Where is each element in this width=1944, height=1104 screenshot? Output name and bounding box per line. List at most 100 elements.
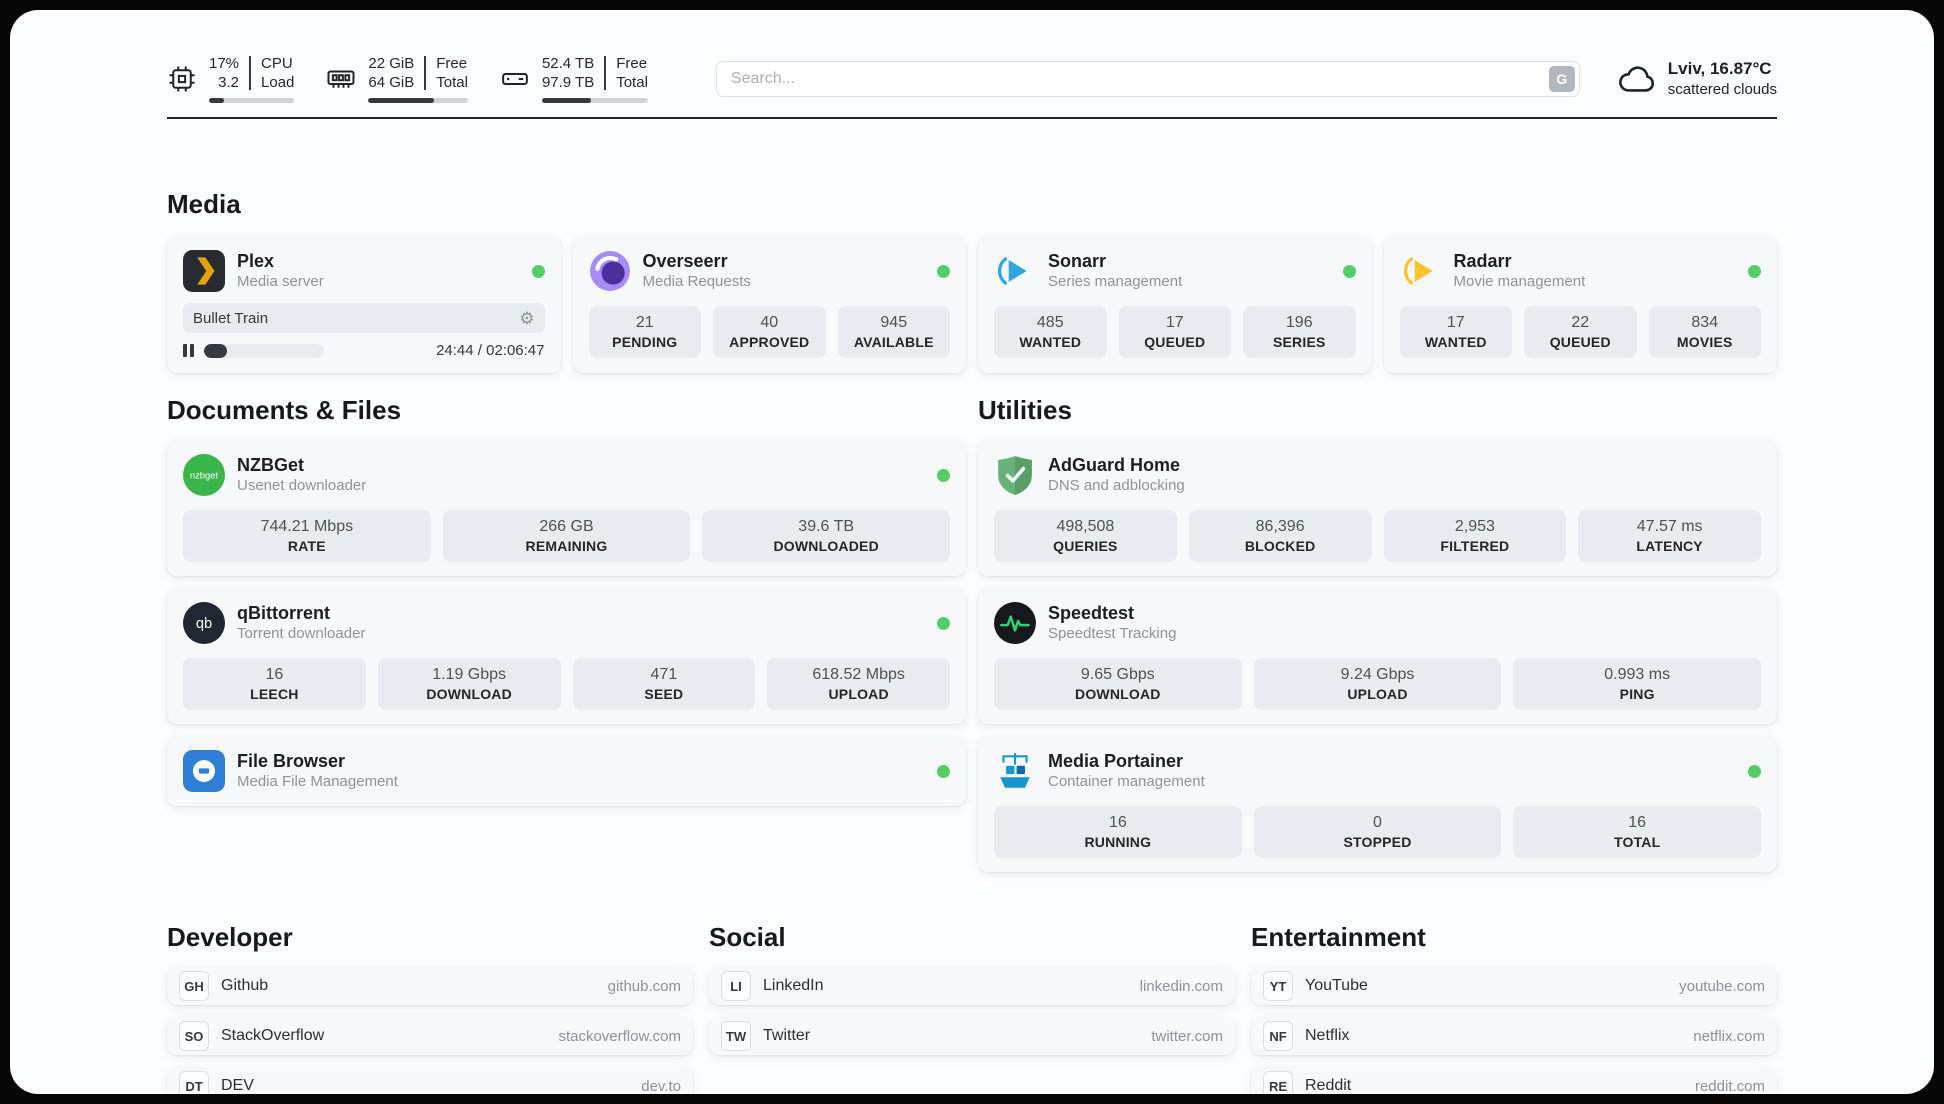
middle-columns: Documents & Files nzbget NZBGet Usenet d… bbox=[167, 373, 1777, 884]
app-name: File Browser bbox=[237, 751, 346, 771]
ram-progress-fill bbox=[368, 98, 435, 103]
app-desc: Container management bbox=[1048, 773, 1205, 790]
stat-value: 16 bbox=[265, 666, 284, 683]
search-input[interactable] bbox=[715, 60, 1580, 97]
status-online-dot bbox=[937, 616, 950, 630]
disk-total-value: 97.9 TB bbox=[541, 74, 595, 91]
pause-icon[interactable] bbox=[183, 344, 194, 357]
stat-value: 485 bbox=[1036, 314, 1064, 331]
bookmark-badge: TW bbox=[721, 1021, 751, 1051]
stat-label: WANTED bbox=[1019, 334, 1082, 350]
search-engine-button[interactable]: G bbox=[1548, 65, 1575, 92]
stat-series: 196 SERIES bbox=[1243, 306, 1356, 358]
ram-label-1: Free bbox=[436, 55, 468, 72]
bookmark-url: twitter.com bbox=[1151, 1027, 1223, 1045]
stat-value: 1.19 Gbps bbox=[432, 666, 507, 683]
stat-value: 471 bbox=[650, 666, 678, 683]
bookmark-badge: DT bbox=[179, 1071, 209, 1094]
adguard-icon bbox=[994, 454, 1036, 496]
stat-queued: 22 QUEUED bbox=[1524, 306, 1637, 358]
bookmark-name: Netflix bbox=[1305, 1027, 1350, 1044]
stat-label: AVAILABLE bbox=[853, 334, 934, 350]
section-title-social: Social bbox=[709, 922, 786, 952]
weather-condition: scattered clouds bbox=[1667, 81, 1777, 98]
bookmark-name: YouTube bbox=[1305, 977, 1368, 994]
stat-rate: 744.21 Mbps RATE bbox=[183, 510, 431, 562]
ram-progress-bar bbox=[368, 98, 468, 103]
dashboard-page: 17% 3.2 CPU Load bbox=[10, 10, 1934, 1094]
portainer-card[interactable]: Media Portainer Container management 16 … bbox=[978, 736, 1777, 872]
plex-icon bbox=[183, 250, 225, 292]
status-online-dot bbox=[531, 264, 545, 278]
stat-queued: 17 QUEUED bbox=[1118, 306, 1231, 358]
bookmark-name: LinkedIn bbox=[763, 977, 824, 994]
bookmark-url: dev.to bbox=[641, 1077, 681, 1095]
now-playing-bar: Bullet Train ⚙ bbox=[183, 303, 545, 333]
nzbget-card[interactable]: nzbget NZBGet Usenet downloader 744.21 M… bbox=[167, 440, 966, 576]
bookmark-netflix[interactable]: NF Netflix netflix.com bbox=[1251, 1017, 1777, 1055]
svg-text:nzbget: nzbget bbox=[190, 471, 219, 482]
stat-upload: 9.24 Gbps UPLOAD bbox=[1253, 658, 1502, 710]
stat-remaining: 266 GB REMAINING bbox=[442, 510, 691, 562]
now-playing-title: Bullet Train bbox=[193, 309, 269, 327]
app-name: Media Portainer bbox=[1048, 751, 1184, 771]
bookmark-twitter[interactable]: TW Twitter twitter.com bbox=[709, 1017, 1235, 1055]
bookmark-badge: YT bbox=[1263, 971, 1293, 1001]
bookmark-reddit[interactable]: RE Reddit reddit.com bbox=[1251, 1067, 1777, 1094]
stat-total: 16 TOTAL bbox=[1513, 806, 1762, 858]
stat-label: BLOCKED bbox=[1244, 538, 1316, 554]
bookmark-linkedin[interactable]: LI LinkedIn linkedin.com bbox=[709, 967, 1235, 1005]
bookmark-badge: SO bbox=[179, 1021, 209, 1051]
portainer-icon bbox=[994, 750, 1036, 792]
adguard-card[interactable]: AdGuard Home DNS and adblocking 498,508 … bbox=[978, 440, 1777, 576]
stat-label: FILTERED bbox=[1440, 538, 1510, 554]
weather-widget: Lviv, 16.87°C scattered clouds bbox=[1616, 58, 1777, 100]
bookmarks-grid: Developer GH Github github.com SO StackO… bbox=[167, 884, 1777, 1094]
radarr-card[interactable]: Radarr Movie management 17 WANTED 22 QUE… bbox=[1383, 236, 1777, 373]
cpu-label-1: CPU bbox=[261, 55, 293, 72]
entertainment-column: Entertainment YT YouTube youtube.com NF … bbox=[1251, 884, 1777, 1094]
plex-card[interactable]: Plex Media server Bullet Train ⚙ 24:44 /… bbox=[167, 236, 561, 373]
sonarr-card[interactable]: Sonarr Series management 485 WANTED 17 Q… bbox=[978, 236, 1372, 373]
developer-column: Developer GH Github github.com SO StackO… bbox=[167, 884, 693, 1094]
qbittorrent-card[interactable]: qb qBittorrent Torrent downloader 16 LEE… bbox=[167, 588, 966, 724]
stat-label: APPROVED bbox=[729, 334, 810, 350]
bookmark-url: reddit.com bbox=[1694, 1077, 1765, 1095]
bookmark-github[interactable]: GH Github github.com bbox=[167, 967, 693, 1005]
app-desc: Series management bbox=[1048, 273, 1183, 290]
app-desc: Usenet downloader bbox=[237, 477, 367, 494]
stat-value: 16 bbox=[1108, 814, 1127, 831]
bookmark-stackoverflow[interactable]: SO StackOverflow stackoverflow.com bbox=[167, 1017, 693, 1055]
sonarr-icon bbox=[994, 250, 1036, 292]
overseerr-card[interactable]: Overseerr Media Requests 21 PENDING 40 A… bbox=[572, 236, 966, 373]
stat-value: 834 bbox=[1691, 314, 1719, 331]
speedtest-card[interactable]: Speedtest Speedtest Tracking 9.65 Gbps D… bbox=[978, 588, 1777, 724]
playback-progress-track bbox=[204, 343, 324, 358]
stat-value: 17 bbox=[1165, 314, 1184, 331]
cpu-progress-fill bbox=[209, 98, 224, 103]
app-desc: Speedtest Tracking bbox=[1048, 625, 1177, 642]
status-online-dot bbox=[937, 764, 950, 778]
status-online-dot bbox=[1342, 264, 1356, 278]
stat-value: 196 bbox=[1285, 314, 1313, 331]
media-cards-row: Plex Media server Bullet Train ⚙ 24:44 /… bbox=[167, 236, 1777, 373]
stat-value: 266 GB bbox=[539, 518, 594, 535]
bookmark-youtube[interactable]: YT YouTube youtube.com bbox=[1251, 967, 1777, 1005]
app-name: Plex bbox=[237, 251, 275, 271]
bookmark-dev[interactable]: DT DEV dev.to bbox=[167, 1067, 693, 1094]
stat-latency: 47.57 ms LATENCY bbox=[1578, 510, 1761, 562]
disk-progress-fill bbox=[541, 98, 591, 103]
stat-value: 21 bbox=[635, 314, 654, 331]
stat-label: LEECH bbox=[250, 686, 299, 702]
stat-available: 945 AVAILABLE bbox=[837, 306, 950, 358]
filebrowser-card[interactable]: File Browser Media File Management bbox=[167, 736, 966, 806]
divider-vertical bbox=[424, 56, 427, 90]
stat-label: SERIES bbox=[1272, 334, 1326, 350]
stat-download: 9.65 Gbps DOWNLOAD bbox=[994, 658, 1242, 710]
stat-wanted: 485 WANTED bbox=[994, 306, 1107, 358]
stat-wanted: 17 WANTED bbox=[1399, 306, 1512, 358]
stat-filtered: 2,953 FILTERED bbox=[1383, 510, 1567, 562]
gear-icon[interactable]: ⚙ bbox=[519, 308, 535, 328]
stat-value: 618.52 Mbps bbox=[812, 666, 905, 683]
status-online-dot bbox=[1748, 764, 1761, 778]
